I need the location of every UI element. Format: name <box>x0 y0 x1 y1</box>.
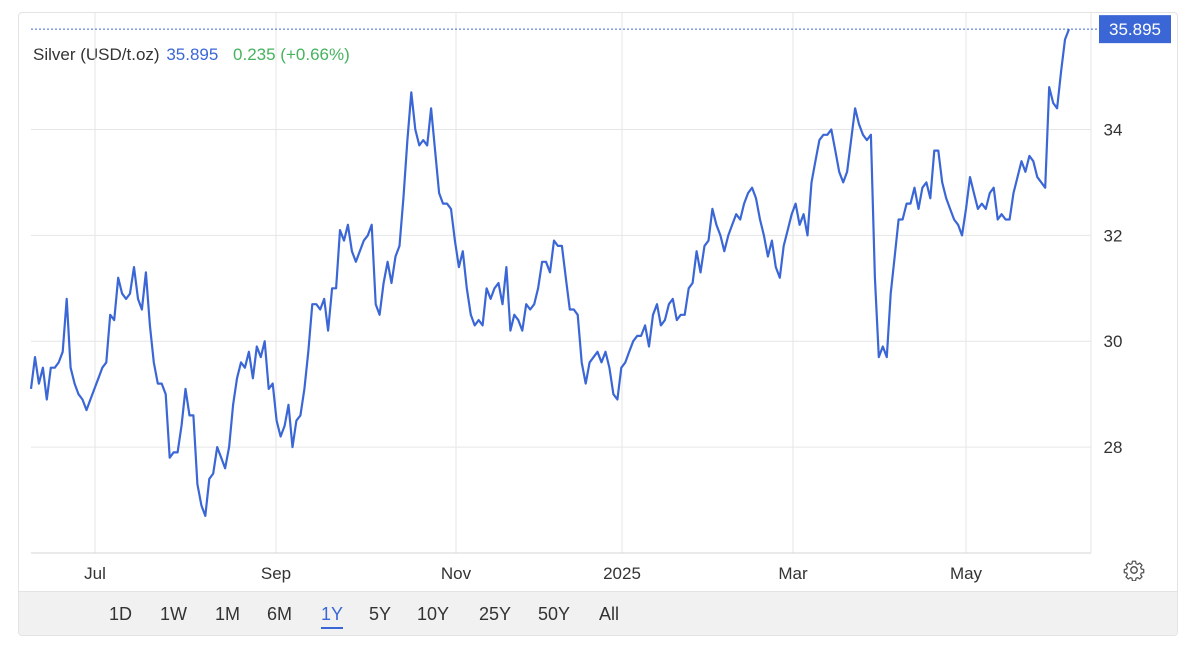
range-button-25y[interactable]: 25Y <box>479 604 512 624</box>
last-price-label: 35.895 <box>1109 20 1161 39</box>
range-button-10y[interactable]: 10Y <box>417 604 450 624</box>
x-tick-label: Jul <box>84 564 106 583</box>
y-tick-label: 28 <box>1104 438 1123 457</box>
x-tick-label: Sep <box>261 564 291 583</box>
current-price: 35.895 <box>166 45 219 64</box>
y-tick-label: 30 <box>1104 332 1123 351</box>
range-button-1y[interactable]: 1Y <box>321 602 344 629</box>
price-series-line <box>29 28 1071 517</box>
range-button-all[interactable]: All <box>599 604 620 624</box>
x-tick-label: Mar <box>778 564 808 583</box>
x-tick-label: Nov <box>441 564 472 583</box>
range-button-50y[interactable]: 50Y <box>538 604 571 624</box>
last-price-tag <box>1099 15 1171 44</box>
y-tick-label: 34 <box>1104 120 1123 139</box>
range-button-6m[interactable]: 6M <box>267 604 293 624</box>
x-tick-label: May <box>950 564 983 583</box>
range-button-1d[interactable]: 1D <box>109 604 133 624</box>
gear-icon[interactable] <box>1123 559 1145 581</box>
range-button-5y[interactable]: 5Y <box>369 604 392 624</box>
instrument-name: Silver (USD/t.oz) <box>33 45 160 64</box>
x-tick-label: 2025 <box>603 564 641 583</box>
range-selector: 1D 1W 1M 6M 1Y 5Y 10Y 25Y 50Y All <box>19 591 1177 635</box>
chart-widget: Silver (USD/t.oz) 35.895 0.235 (+0.66%) … <box>18 12 1178 636</box>
range-button-1m[interactable]: 1M <box>215 604 241 624</box>
y-tick-label: 32 <box>1104 226 1123 245</box>
price-chart[interactable]: Jul Sep Nov 2025 Mar May 28 30 32 34 35.895 <box>19 13 1177 591</box>
price-change: 0.235 (+0.66%) <box>233 45 350 64</box>
chart-header: Silver (USD/t.oz) 35.895 0.235 (+0.66%) <box>33 45 350 65</box>
range-button-1w[interactable]: 1W <box>160 604 187 624</box>
